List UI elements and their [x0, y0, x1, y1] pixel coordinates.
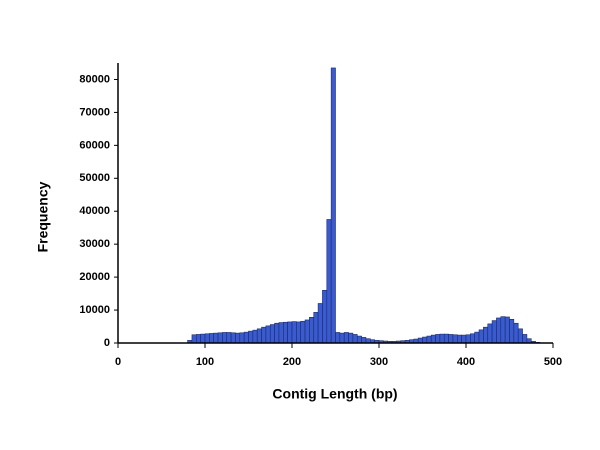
bar [330, 67, 336, 344]
bar [430, 334, 436, 344]
bar [226, 332, 232, 344]
bar [296, 321, 302, 344]
y-tick-label: 0 [104, 337, 110, 349]
x-tick-label: 500 [544, 356, 562, 368]
x-tick-label: 0 [115, 356, 121, 368]
x-axis-title: Contig Length (bp) [272, 386, 397, 402]
bar [291, 321, 297, 344]
bar [483, 326, 489, 344]
y-tick-label: 70000 [79, 106, 110, 118]
bar [465, 334, 471, 344]
bar [343, 332, 349, 344]
bar [461, 334, 467, 344]
bar [252, 329, 258, 344]
bar [261, 326, 267, 344]
bar [317, 303, 323, 344]
bar [304, 319, 310, 344]
bar [452, 334, 458, 344]
bar [243, 331, 249, 344]
bar [478, 329, 484, 344]
bar [513, 322, 519, 344]
bar [348, 332, 354, 344]
y-tick-label: 20000 [79, 271, 110, 283]
bar [491, 320, 497, 344]
bar [282, 321, 288, 344]
x-tick-label: 200 [283, 356, 301, 368]
bar [504, 316, 510, 344]
bar [487, 323, 493, 344]
bar [456, 334, 462, 344]
x-tick-label: 400 [457, 356, 475, 368]
y-tick-label: 30000 [79, 238, 110, 250]
bar [439, 333, 445, 344]
bar [448, 334, 454, 344]
bar [470, 333, 476, 344]
bar [217, 332, 223, 344]
bar [509, 318, 515, 344]
bar [356, 335, 362, 344]
bar [204, 333, 210, 344]
bar [200, 333, 206, 344]
bar [313, 312, 319, 344]
y-tick-label: 80000 [79, 73, 110, 85]
y-tick-label: 60000 [79, 139, 110, 151]
bar [213, 332, 219, 344]
bar [309, 317, 315, 344]
x-tick-label: 100 [196, 356, 214, 368]
bar [522, 334, 528, 344]
bar [300, 320, 306, 344]
bar [352, 334, 358, 344]
bar [326, 219, 332, 344]
bar [322, 289, 328, 344]
y-tick-label: 40000 [79, 205, 110, 217]
bar [496, 317, 502, 344]
bar [196, 334, 201, 344]
bar [339, 332, 345, 344]
bar [474, 331, 480, 344]
bar [361, 337, 367, 344]
bar [426, 335, 432, 344]
bar [278, 322, 284, 344]
bar [239, 332, 245, 344]
bar [230, 332, 236, 344]
bar [222, 332, 228, 344]
bar [265, 325, 271, 344]
bar [256, 328, 262, 344]
bar [435, 334, 441, 344]
bar [209, 333, 215, 344]
y-tick-label: 50000 [79, 172, 110, 184]
bar [191, 334, 197, 344]
bar [274, 322, 280, 344]
y-axis-title: Frequency [35, 181, 51, 252]
x-tick-label: 300 [370, 356, 388, 368]
bar [517, 328, 523, 344]
bar [235, 332, 241, 344]
bar [269, 324, 275, 344]
bar [443, 333, 449, 344]
bar [500, 316, 506, 344]
y-tick-label: 10000 [79, 304, 110, 316]
bar [335, 332, 341, 344]
bar [287, 321, 293, 344]
bar [422, 336, 428, 344]
bar [248, 330, 254, 344]
